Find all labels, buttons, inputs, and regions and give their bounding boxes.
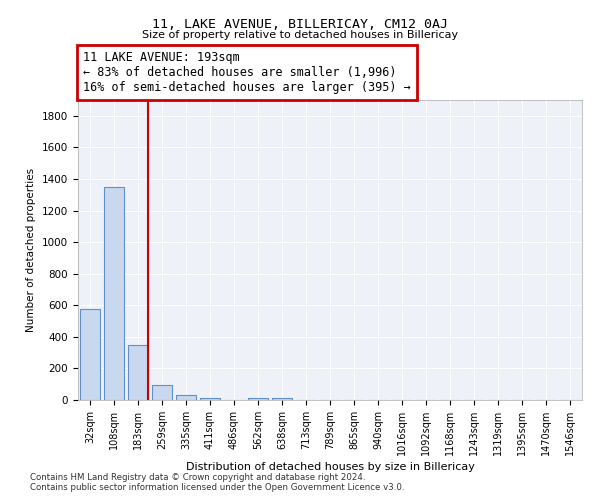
Bar xyxy=(176,396,196,400)
Bar xyxy=(152,385,172,400)
X-axis label: Distribution of detached houses by size in Billericay: Distribution of detached houses by size … xyxy=(185,462,475,472)
Bar xyxy=(128,344,148,400)
Text: Size of property relative to detached houses in Billericay: Size of property relative to detached ho… xyxy=(142,30,458,40)
Bar xyxy=(248,398,268,400)
Bar xyxy=(200,398,220,400)
Bar xyxy=(272,398,292,400)
Text: Contains HM Land Registry data © Crown copyright and database right 2024.: Contains HM Land Registry data © Crown c… xyxy=(30,472,365,482)
Bar xyxy=(104,187,124,400)
Bar xyxy=(80,309,100,400)
Y-axis label: Number of detached properties: Number of detached properties xyxy=(26,168,37,332)
Text: Contains public sector information licensed under the Open Government Licence v3: Contains public sector information licen… xyxy=(30,484,404,492)
Text: 11 LAKE AVENUE: 193sqm
← 83% of detached houses are smaller (1,996)
16% of semi-: 11 LAKE AVENUE: 193sqm ← 83% of detached… xyxy=(83,51,411,94)
Text: 11, LAKE AVENUE, BILLERICAY, CM12 0AJ: 11, LAKE AVENUE, BILLERICAY, CM12 0AJ xyxy=(152,18,448,30)
